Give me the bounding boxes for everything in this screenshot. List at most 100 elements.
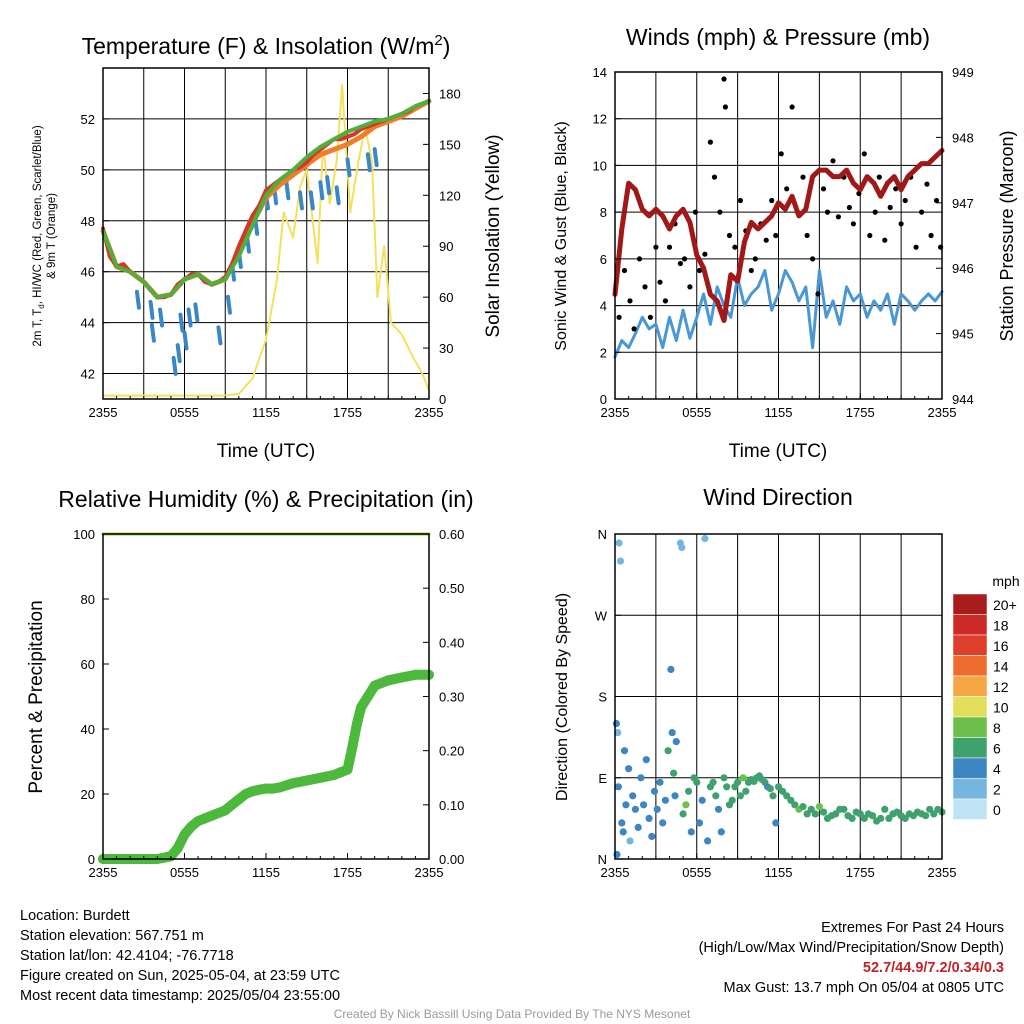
- gust-point: [647, 314, 654, 320]
- gust-point: [924, 181, 930, 187]
- y-tick-label: 8: [600, 205, 607, 220]
- wind-direction-point: [664, 747, 672, 755]
- rh-ylabel-left: Percent & Precipitation: [26, 600, 47, 793]
- gust-point: [846, 204, 853, 211]
- wind-direction-point: [637, 774, 645, 782]
- colorbar-swatch: [952, 614, 988, 636]
- gust-point: [856, 190, 862, 197]
- gust-point: [681, 256, 688, 262]
- gust-point: [722, 104, 729, 110]
- x-tick-label: 2355: [89, 865, 118, 880]
- wind-panel-title: Winds (mph) & Pressure (mb): [626, 24, 930, 50]
- gust-point: [696, 267, 703, 274]
- colorbar-label: 10: [993, 700, 1009, 716]
- gust-point: [789, 104, 795, 110]
- wind-direction-point: [612, 720, 621, 728]
- wind-direction-point: [618, 819, 626, 827]
- wind-direction-point: [656, 778, 664, 786]
- heat-index-mark: [178, 312, 185, 333]
- x-tick-label: 1155: [765, 405, 793, 420]
- colorbar-label: 2: [993, 782, 1001, 798]
- wind-direction-point: [616, 557, 625, 565]
- heat-index-mark: [345, 157, 352, 178]
- y-tick-label: 6: [600, 252, 607, 267]
- y-right-tick-label: 0.20: [439, 744, 464, 759]
- colorbar-label: 12: [993, 679, 1009, 695]
- temp-ylabel-right: Solar Insolation (Yellow): [483, 134, 504, 337]
- y-right-tick-label: 0.10: [439, 798, 464, 813]
- heat-index-mark: [149, 322, 156, 343]
- y-tick-label: N: [598, 527, 607, 542]
- wind-direction-point: [877, 814, 885, 823]
- y-tick-label: 0: [88, 852, 95, 867]
- gust-point: [737, 197, 744, 204]
- wind-direction-point: [693, 778, 701, 786]
- heat-index-mark: [334, 185, 341, 206]
- gust-point: [692, 209, 699, 215]
- wind-direction-point: [615, 539, 623, 547]
- precipitation-point: [301, 775, 312, 786]
- colorbar-label: 8: [993, 720, 1001, 736]
- heat-index-mark: [308, 190, 315, 211]
- heat-index-mark: [182, 330, 189, 351]
- wind-direction-point: [672, 738, 680, 746]
- heat-index-mark: [318, 180, 325, 201]
- gust-point: [631, 326, 637, 332]
- y-right-tick-label: 946: [952, 261, 974, 276]
- wind-direction-point: [848, 814, 856, 823]
- wind-direction-point: [769, 792, 777, 800]
- gust-point: [717, 209, 723, 215]
- gust-point: [642, 284, 648, 290]
- y-tick-label: 100: [73, 527, 95, 542]
- x-tick-label: 0555: [170, 865, 199, 880]
- wind-direction-point: [832, 810, 840, 818]
- wind-direction-point: [695, 819, 704, 827]
- y-tick-label: E: [598, 771, 607, 786]
- wind-direction-point: [622, 801, 630, 809]
- temp-panel-title: Temperature (F) & Insolation (W/m2): [82, 32, 451, 59]
- station-info: Location: Burdett Station elevation: 567…: [20, 906, 340, 1006]
- x-tick-label: 2355: [415, 865, 444, 880]
- gust-point: [763, 237, 769, 243]
- wind-direction-point: [642, 756, 650, 764]
- wind-direction-point: [728, 796, 736, 804]
- gust-point: [711, 174, 718, 180]
- station-pressure-line: [612, 148, 945, 323]
- wind-direction-point: [714, 805, 723, 813]
- x-tick-label: 1755: [333, 865, 362, 880]
- colorbar-swatch: [952, 634, 988, 656]
- precipitation-point: [383, 675, 394, 686]
- gust-point: [902, 197, 908, 204]
- y-tick-label: 44: [81, 316, 95, 331]
- gust-point: [804, 232, 810, 239]
- x-tick-label: 1155: [252, 865, 280, 880]
- gust-point: [702, 251, 708, 257]
- gust-point: [687, 284, 693, 290]
- precipitation-point: [356, 702, 367, 713]
- precipitation-point: [220, 805, 231, 816]
- y-tick-label: 4: [600, 299, 607, 314]
- recent-timestamp: Most recent data timestamp: 2025/05/04 2…: [20, 988, 341, 1004]
- gust-point: [810, 256, 816, 262]
- heat-index-mark: [216, 325, 223, 346]
- extremes-title: Extremes For Past 24 Hours: [821, 920, 1004, 936]
- x-tick-label: 2355: [415, 405, 444, 420]
- y-right-tick-label: 90: [439, 239, 453, 254]
- wind-direction-point: [811, 810, 819, 818]
- wind-direction-point: [734, 778, 742, 786]
- wind-ylabel-right: Station Pressure (Maroon): [997, 130, 1017, 341]
- gust-point: [876, 174, 882, 180]
- wind-direction-point: [626, 837, 634, 845]
- colorbar-label: 6: [993, 741, 1001, 757]
- colorbar-swatch: [952, 716, 988, 738]
- y-right-tick-label: 120: [439, 188, 461, 203]
- x-tick-label: 0555: [170, 405, 199, 420]
- precipitation-line: [98, 669, 434, 864]
- gust-point: [721, 76, 727, 82]
- wind-direction-point: [631, 805, 640, 813]
- y-tick-label: N: [598, 852, 607, 867]
- colorbar-label: 16: [993, 638, 1009, 654]
- y-tick-label: 2: [600, 345, 607, 360]
- gust-point: [677, 260, 684, 267]
